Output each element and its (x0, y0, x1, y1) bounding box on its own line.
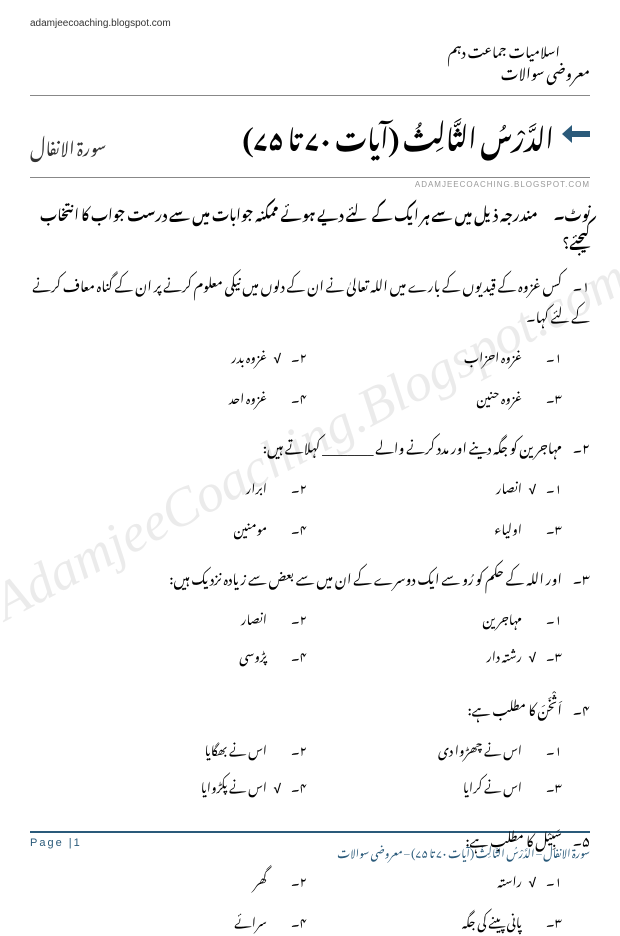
options-grid: ۱۔ غزوہ احزاب ۲۔√غزوہ بدر ۳۔ غزوہ حنین ۴۔ غزوہ… (30, 339, 590, 411)
option-number: ۲۔ (281, 863, 307, 894)
question: ۵۔سَبِیْل کا مطلب ہے: ۱۔√راستہ ۲۔ گھر ۳۔ پانی… (30, 824, 590, 935)
option-number: ۴۔ (281, 511, 307, 542)
option-number: ۱۔ (536, 732, 562, 763)
option: ۲۔ ابرار (70, 470, 307, 505)
option-text: سرائے (70, 904, 267, 935)
arrow-icon (562, 115, 590, 155)
option: ۴۔ سرائے (70, 904, 307, 935)
question-text: ۴۔اَثْخَنَ کا مطلب ہے: (30, 693, 590, 724)
option: ۱۔√انصار (325, 470, 562, 505)
option-number: ۳۔ (536, 380, 562, 411)
options-grid: ۱۔ مہاجرین ۲۔ انصار ۳۔√رشتہ دار ۴۔ پڑوسی (30, 601, 590, 673)
option: ۲۔√غزوہ بدر (70, 339, 307, 374)
tick-icon: √ (267, 343, 281, 374)
option-text: مومنین (70, 511, 267, 542)
options-grid: ۱۔ اس نے چھڑوا دی ۲۔ اس نے بھگایا ۳۔ اس نے کر… (30, 732, 590, 804)
option-text: غزوہ بدر (70, 339, 267, 370)
subject-label: اسلامیات جماعت دہم (448, 32, 560, 67)
option: ۲۔ انصار (70, 601, 307, 632)
option: ۱۔ غزوہ احزاب (325, 339, 562, 374)
option-number: ۱۔ (536, 863, 562, 894)
option-text: پڑوسی (70, 638, 267, 669)
option-text: ابرار (70, 470, 267, 501)
option: ۳۔√رشتہ دار (325, 638, 562, 673)
option-number: ۴۔ (281, 638, 307, 669)
mid-url: ADAMJEECOACHING.BLOGSPOT.COM (30, 180, 590, 189)
header-url: adamjeecoaching.blogspot.com (30, 18, 590, 29)
question-text: ۳۔اور اللہ کے حکم کو رُو سے ایک دوسرے کے… (30, 562, 590, 593)
option: ۲۔ گھر (70, 863, 307, 898)
tick-icon: √ (267, 773, 281, 804)
option-text: گھر (70, 863, 267, 894)
tick-icon: √ (522, 867, 536, 898)
option-number: ۳۔ (536, 638, 562, 669)
option: ۳۔ اولیاء (325, 511, 562, 542)
option-number: ۲۔ (281, 732, 307, 763)
option: ۳۔ غزوہ حنین (325, 380, 562, 411)
option-number: ۲۔ (281, 339, 307, 370)
question: ۳۔اور اللہ کے حکم کو رُو سے ایک دوسرے کے… (30, 562, 590, 673)
option-number: ۳۔ (536, 769, 562, 800)
option: ۲۔ اس نے بھگایا (70, 732, 307, 763)
option-number: ۳۔ (536, 904, 562, 935)
option-number: ۱۔ (536, 601, 562, 632)
question-number: ۵۔ (562, 824, 590, 855)
option: ۴۔ غزوہ احد (70, 380, 307, 411)
option-number: ۳۔ (536, 511, 562, 542)
option: ۱۔ مہاجرین (325, 601, 562, 632)
option: ۴۔ مومنین (70, 511, 307, 542)
option-number: ۱۔ (536, 470, 562, 501)
option-text: اس نے بھگایا (70, 732, 267, 763)
option: ۱۔√راستہ (325, 863, 562, 898)
option-number: ۴۔ (281, 904, 307, 935)
question-number: ۲۔ (562, 431, 590, 462)
option-text: اس نے کرایا (325, 769, 522, 800)
option-text: غزوہ احزاب (325, 339, 522, 370)
surah-name: سورۃ الانفال (30, 122, 107, 167)
option: ۳۔ پانی پینے کی جگہ (325, 904, 562, 935)
options-grid: ۱۔√راستہ ۲۔ گھر ۳۔ پانی پینے کی جگہ ۴۔ سرائے (30, 863, 590, 935)
instruction-note: نوٹ۔ مندرجہ ذیل میں سے ہر ایک کے لئے دیے… (30, 199, 590, 255)
question-number: ۱۔ (562, 269, 590, 300)
tick-icon: √ (522, 642, 536, 673)
option-text: پانی پینے کی جگہ (325, 904, 522, 935)
option-text: راستہ (325, 863, 522, 894)
option-text: رشتہ دار (325, 638, 522, 669)
question-text: ۵۔سَبِیْل کا مطلب ہے: (30, 824, 590, 855)
lesson-title: الدَّرْسُ الثَّالِثُ (آیات ۷۰ تا ۷۵) (243, 102, 554, 167)
option-text: اولیاء (325, 511, 522, 542)
question-number: ۳۔ (562, 562, 590, 593)
option-text: اس نے چھڑوا دی (325, 732, 522, 763)
question-text: ۱۔کس غزوہ کے قیدیوں کے بارے میں اللہ تعا… (30, 269, 590, 331)
question: ۲۔مہاجرین کو جگہ دینے اور مدد کرنے والے … (30, 431, 590, 542)
tick-icon: √ (522, 474, 536, 505)
option: ۱۔ اس نے چھڑوا دی (325, 732, 562, 763)
option-number: ۱۔ (536, 339, 562, 370)
options-grid: ۱۔√انصار ۲۔ ابرار ۳۔ اولیاء ۴۔ مومنین (30, 470, 590, 542)
title-row: الدَّرْسُ الثَّالِثُ (آیات ۷۰ تا ۷۵) سور… (30, 95, 590, 178)
option-number: ۴۔ (281, 380, 307, 411)
option-number: ۴۔ (281, 769, 307, 800)
question-number: ۴۔ (562, 693, 590, 724)
option-text: غزوہ احد (70, 380, 267, 411)
option-number: ۲۔ (281, 601, 307, 632)
option-text: انصار (325, 470, 522, 501)
option: ۳۔ اس نے کرایا (325, 769, 562, 804)
option-text: مہاجرین (325, 601, 522, 632)
option-text: انصار (70, 601, 267, 632)
option-text: اس نے پکڑوایا (70, 769, 267, 800)
option-text: غزوہ حنین (325, 380, 522, 411)
question: ۴۔اَثْخَنَ کا مطلب ہے: ۱۔ اس نے چھڑوا دی ۲۔… (30, 693, 590, 804)
option-number: ۲۔ (281, 470, 307, 501)
option: ۴۔ پڑوسی (70, 638, 307, 673)
note-text: مندرجہ ذیل میں سے ہر ایک کے لئے دیے ہوئے… (40, 195, 590, 258)
question: ۱۔کس غزوہ کے قیدیوں کے بارے میں اللہ تعا… (30, 269, 590, 411)
question-text: ۲۔مہاجرین کو جگہ دینے اور مدد کرنے والے … (30, 431, 590, 462)
option: ۴۔√اس نے پکڑوایا (70, 769, 307, 804)
